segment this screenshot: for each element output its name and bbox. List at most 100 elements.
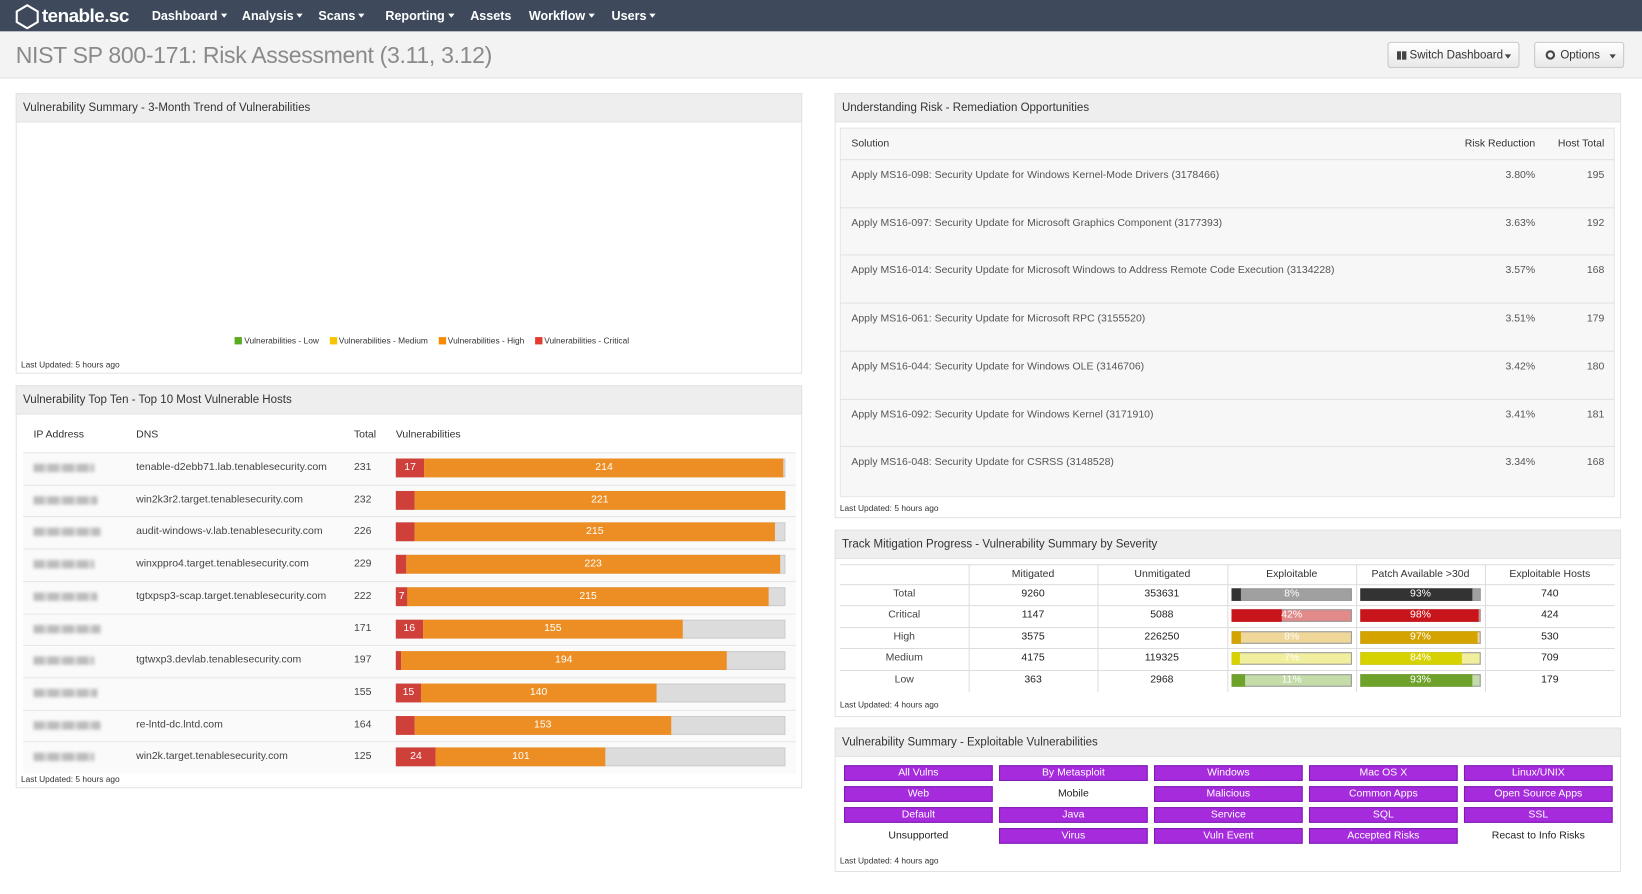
bar-label: 93% — [1410, 588, 1431, 600]
filter-button[interactable]: Default — [844, 807, 993, 823]
nav-item[interactable]: Dashboard — [152, 8, 227, 23]
bar-label: 24 — [410, 750, 422, 763]
bar-segment: 16 — [395, 619, 423, 639]
filter-button[interactable]: SQL — [1308, 807, 1458, 823]
bar-segment: 15 — [395, 683, 422, 703]
cell: 363 — [1024, 673, 1042, 686]
ip-address-redacted — [33, 624, 101, 633]
column-header: Solution — [851, 138, 890, 150]
legend-swatch — [329, 337, 337, 345]
legend: Vulnerabilities - Low Vulnerabilities - M… — [73, 336, 790, 345]
bar-label: 215 — [579, 590, 597, 602]
row-divider — [839, 254, 1615, 256]
nav-label[interactable]: Scans — [318, 8, 356, 24]
column-divider — [1356, 564, 1358, 692]
dns: tenable-d2ebb71.lab.tenablesecurity.com — [136, 461, 327, 474]
brand-logo — [15, 4, 39, 30]
filter-button[interactable]: Virus — [999, 828, 1148, 844]
bar-segment: 153 — [414, 715, 672, 735]
column-header: Patch Available >30d — [1371, 568, 1470, 580]
filter-button[interactable]: Java — [999, 807, 1148, 823]
legend-item: Vulnerabilities - High — [438, 336, 524, 345]
nav-label[interactable]: Reporting — [385, 8, 445, 24]
bar-segment — [395, 490, 415, 510]
bar-fill — [1231, 588, 1242, 601]
solution: Apply MS16-044: Security Update for Wind… — [851, 360, 1145, 373]
filter-button[interactable]: Web — [844, 786, 993, 802]
filter-button[interactable]: Vuln Event — [1154, 828, 1303, 844]
nav-item[interactable]: Workflow — [529, 8, 595, 23]
filter-button[interactable]: Recast to Info Risks — [1463, 828, 1613, 844]
severity: Low — [894, 673, 914, 686]
cell: 3575 — [1021, 631, 1045, 643]
bar-segment: 7 — [395, 587, 408, 606]
filter-button[interactable]: Mac OS X — [1308, 765, 1458, 781]
column-header: Total — [353, 429, 377, 441]
brand[interactable]: tenable.sc — [41, 5, 129, 27]
bar-fill — [1360, 673, 1473, 687]
filter-button[interactable]: Mobile — [999, 786, 1148, 802]
filter-button[interactable]: Windows — [1154, 765, 1303, 781]
filter-button[interactable]: Malicious — [1154, 786, 1303, 802]
cell: 5088 — [1150, 609, 1174, 622]
bar-fill — [1231, 631, 1242, 644]
bar-label: 8% — [1284, 588, 1300, 600]
button[interactable]: Switch Dashboard — [1387, 41, 1520, 69]
nav-label[interactable]: Workflow — [528, 8, 586, 24]
button[interactable]: Options — [1534, 41, 1625, 69]
nav-item[interactable]: Reporting — [385, 8, 455, 24]
row-divider — [839, 648, 1615, 650]
ip-address-redacted — [33, 463, 95, 473]
nav-label[interactable]: Dashboard — [151, 8, 218, 24]
nav-item[interactable]: Assets — [470, 8, 511, 23]
bar-label: 7 — [398, 590, 405, 602]
host-total: 181 — [1586, 408, 1605, 421]
column-header: Unmitigated — [1134, 568, 1191, 580]
filter-button[interactable]: All Vulns — [844, 765, 993, 781]
panel-title: Vulnerability Summary - 3-Month Trend of… — [23, 101, 311, 115]
column-header: Vulnerabilities — [395, 429, 461, 441]
row-divider — [839, 302, 1615, 304]
button-label[interactable]: Options — [1560, 49, 1601, 62]
bar-segment: 101 — [436, 747, 606, 767]
solution: Apply MS16-092: Security Update for Wind… — [851, 408, 1154, 421]
filter-button[interactable]: Service — [1154, 807, 1303, 823]
row-divider — [839, 584, 1615, 586]
cell: 119325 — [1144, 652, 1179, 664]
column-divider — [1097, 564, 1099, 692]
filter-button[interactable]: SSL — [1463, 807, 1613, 823]
filter-button[interactable]: Accepted Risks — [1308, 828, 1458, 844]
nav-item[interactable]: Analysis — [241, 8, 304, 24]
total: 231 — [353, 461, 372, 474]
severity: High — [893, 631, 916, 643]
bar-label: 17 — [404, 461, 416, 474]
filter-button[interactable]: Unsupported — [844, 828, 993, 844]
total: 125 — [353, 750, 372, 763]
bar-label: 223 — [584, 558, 602, 570]
legend-item: Vulnerabilities - Low — [234, 336, 319, 345]
last-updated: Last Updated: 4 hours ago — [839, 856, 939, 866]
button-label[interactable]: Switch Dashboard — [1409, 49, 1504, 62]
bar-segment: 194 — [400, 651, 727, 671]
ip-address-redacted — [33, 560, 95, 569]
bar-segment: 155 — [422, 619, 683, 639]
risk-reduction: 3.34% — [1505, 456, 1536, 469]
bar-segment — [395, 651, 401, 671]
bar-fill — [1360, 652, 1462, 665]
nav-item[interactable]: Scans — [318, 8, 365, 24]
total: 197 — [353, 654, 372, 666]
panel-title: Track Mitigation Progress - Vulnerabilit… — [841, 538, 1158, 551]
filter-button[interactable]: Common Apps — [1308, 786, 1458, 802]
column-divider — [968, 564, 970, 692]
nav-item[interactable]: Users — [612, 8, 656, 23]
dns: win2k3r2.target.tenablesecurity.com — [136, 493, 303, 506]
row-divider — [839, 446, 1615, 448]
filter-button[interactable]: Linux/UNIX — [1463, 765, 1613, 781]
nav-label[interactable]: Assets — [470, 8, 512, 24]
filter-button[interactable]: Open Source Apps — [1463, 786, 1613, 802]
nav-label[interactable]: Users — [611, 8, 647, 24]
nav-label[interactable]: Analysis — [241, 8, 294, 24]
filter-button[interactable]: By Metasploit — [999, 765, 1148, 781]
panel-header — [834, 93, 1622, 123]
